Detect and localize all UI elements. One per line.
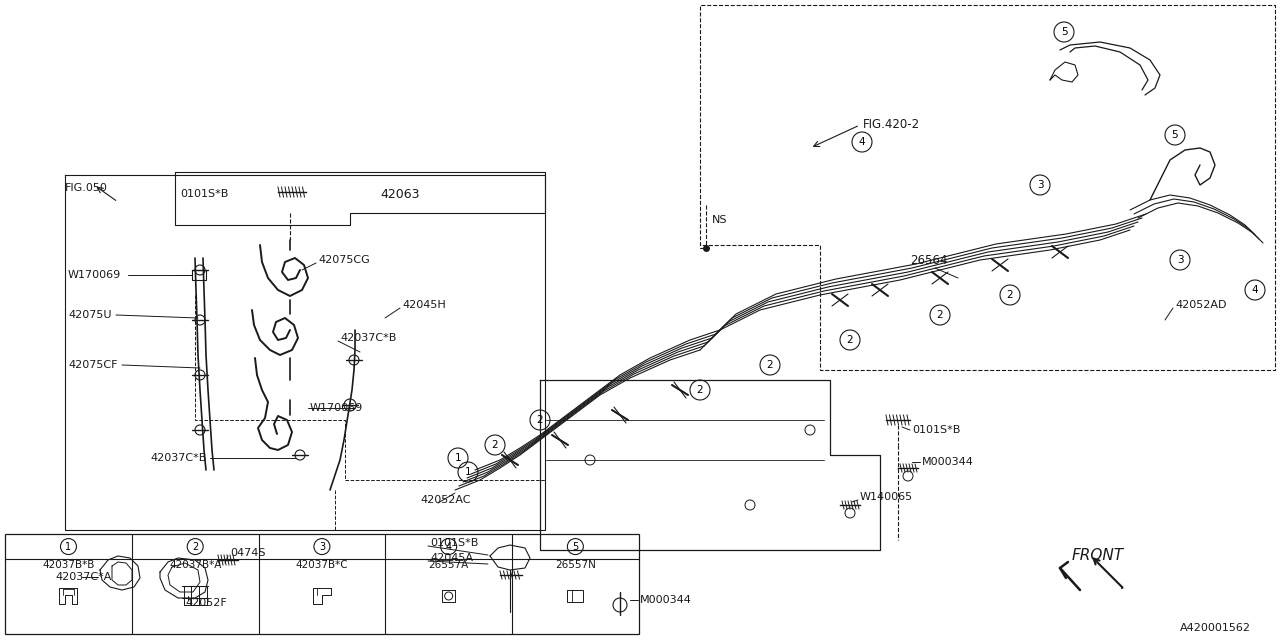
Text: 42063: 42063 xyxy=(380,188,420,200)
Text: 42052AD: 42052AD xyxy=(1175,300,1226,310)
Text: 42037C*B: 42037C*B xyxy=(150,453,206,463)
Text: 42037C*B: 42037C*B xyxy=(340,333,397,343)
Text: FRONT: FRONT xyxy=(1073,547,1124,563)
Text: W140065: W140065 xyxy=(860,492,913,502)
Text: 26564: 26564 xyxy=(910,253,947,266)
Text: 42045A: 42045A xyxy=(430,553,474,563)
Text: 1: 1 xyxy=(465,467,471,477)
Text: W170069: W170069 xyxy=(310,403,364,413)
Text: 42037B*B: 42037B*B xyxy=(42,560,95,570)
Text: 2: 2 xyxy=(767,360,773,370)
Text: 5: 5 xyxy=(572,541,579,552)
Text: 2: 2 xyxy=(696,385,703,395)
Text: 3: 3 xyxy=(1176,255,1183,265)
Text: 2: 2 xyxy=(846,335,854,345)
Text: 0474S: 0474S xyxy=(230,548,265,558)
Text: 0101S*B: 0101S*B xyxy=(430,538,479,548)
Text: 42037C*A: 42037C*A xyxy=(55,572,111,582)
Text: 42075U: 42075U xyxy=(68,310,111,320)
Bar xyxy=(567,589,584,602)
Bar xyxy=(5,534,639,634)
Text: 1: 1 xyxy=(454,453,461,463)
Text: 2: 2 xyxy=(492,440,498,450)
Text: FIG.050: FIG.050 xyxy=(65,183,108,193)
Text: 4: 4 xyxy=(1252,285,1258,295)
Text: 2: 2 xyxy=(536,415,543,425)
Bar xyxy=(192,270,206,280)
Text: 26557N: 26557N xyxy=(556,560,595,570)
Text: 42052F: 42052F xyxy=(186,598,227,608)
Text: 2: 2 xyxy=(937,310,943,320)
Text: 42075CF: 42075CF xyxy=(68,360,118,370)
Text: 42052AC: 42052AC xyxy=(420,495,471,505)
Text: 0101S*B: 0101S*B xyxy=(911,425,960,435)
Text: A420001562: A420001562 xyxy=(1180,623,1251,633)
Text: 3: 3 xyxy=(319,541,325,552)
Text: W170069: W170069 xyxy=(68,270,122,280)
Text: 4: 4 xyxy=(859,137,865,147)
Text: M000344: M000344 xyxy=(922,457,974,467)
Text: 5: 5 xyxy=(1061,27,1068,37)
Text: 0101S*B: 0101S*B xyxy=(180,189,228,199)
Text: 42037B*A: 42037B*A xyxy=(169,560,221,570)
Text: 26557A: 26557A xyxy=(429,560,468,570)
Text: 2: 2 xyxy=(192,541,198,552)
Text: 5: 5 xyxy=(1171,130,1179,140)
Text: 42075CG: 42075CG xyxy=(317,255,370,265)
Text: 3: 3 xyxy=(1037,180,1043,190)
Text: 4: 4 xyxy=(445,541,452,552)
Text: 1: 1 xyxy=(65,541,72,552)
Text: M000344: M000344 xyxy=(640,595,692,605)
Text: 42037B*C: 42037B*C xyxy=(296,560,348,570)
Text: NS: NS xyxy=(712,215,727,225)
Text: 42045H: 42045H xyxy=(402,300,445,310)
Text: 2: 2 xyxy=(1006,290,1014,300)
Text: FIG.420-2: FIG.420-2 xyxy=(863,118,920,131)
